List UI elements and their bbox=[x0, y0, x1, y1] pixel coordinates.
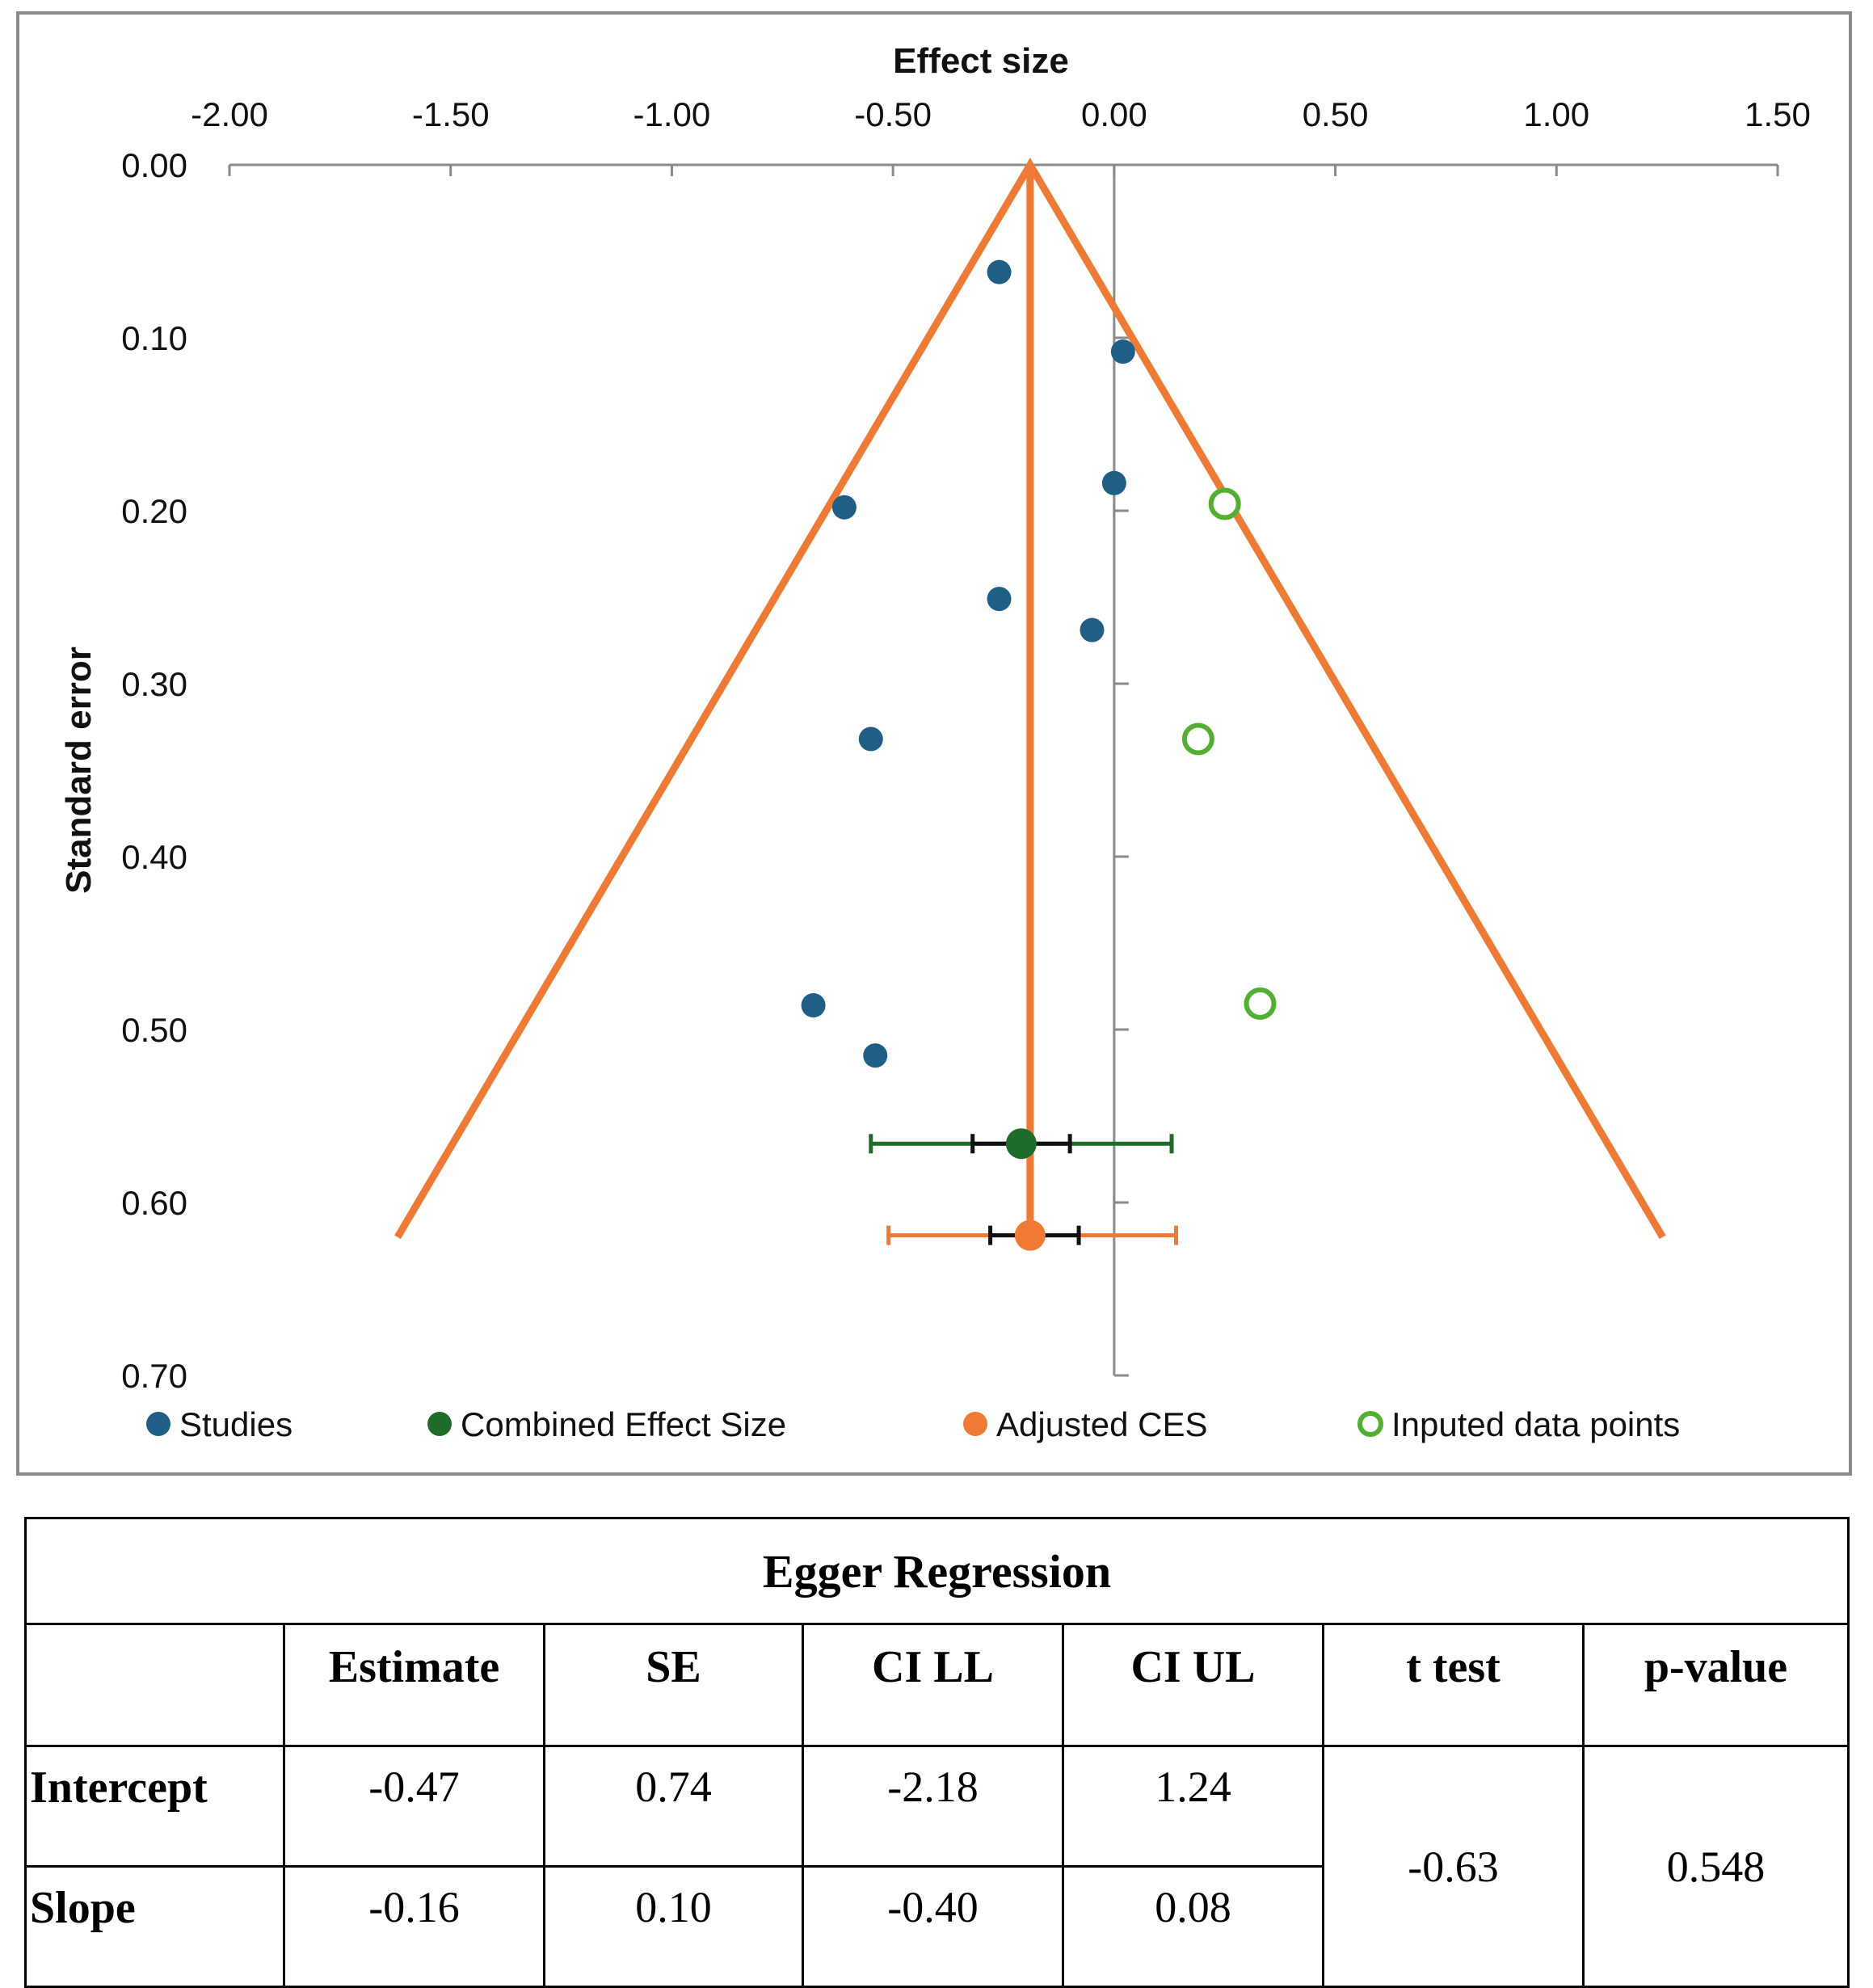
header-ci-ul: CI UL bbox=[1062, 1623, 1324, 1747]
combined-effect-size-point bbox=[1005, 1128, 1037, 1160]
inputed-data-points-point bbox=[1208, 487, 1241, 520]
intercept-ci-ll: -2.18 bbox=[802, 1745, 1064, 1868]
legend-marker-adjusted-ces bbox=[963, 1412, 987, 1436]
header-t-test: t test bbox=[1322, 1623, 1585, 1747]
x-tick-label: 0.50 bbox=[1303, 95, 1369, 133]
studies-point bbox=[1080, 617, 1105, 642]
intercept-ci-ul: 1.24 bbox=[1062, 1745, 1324, 1868]
adjusted-ces-point bbox=[1014, 1219, 1046, 1251]
studies-point bbox=[987, 259, 1012, 284]
slope-ci-ll: -0.40 bbox=[802, 1865, 1064, 1988]
header-blank bbox=[24, 1623, 285, 1747]
t-test-value: -0.63 bbox=[1322, 1745, 1585, 1988]
legend-marker-inputed-data-points bbox=[1357, 1411, 1383, 1437]
p-value: 0.548 bbox=[1582, 1745, 1850, 1988]
x-tick-label: -0.50 bbox=[854, 95, 932, 133]
row-label-slope: Slope bbox=[24, 1865, 285, 1988]
legend-label-studies: Studies bbox=[179, 1405, 293, 1443]
funnel-plot-frame: -2.00 -1.50 -1.00 -0.50 0.00 0.50 1.00 1.50 Effe… bbox=[16, 11, 1852, 1476]
header-estimate: Estimate bbox=[283, 1623, 545, 1747]
y-tick-label: 0.50 bbox=[121, 1011, 187, 1049]
x-axis-title: Effect size bbox=[893, 41, 1069, 81]
intercept-estimate: -0.47 bbox=[283, 1745, 545, 1868]
slope-estimate: -0.16 bbox=[283, 1865, 545, 1988]
intercept-se: 0.74 bbox=[543, 1745, 804, 1868]
x-tick-label: -2.00 bbox=[191, 95, 268, 133]
y-tick-label: 0.00 bbox=[121, 146, 187, 184]
y-axis-title: Standard error bbox=[59, 647, 99, 894]
slope-ci-ul: 0.08 bbox=[1062, 1865, 1324, 1988]
x-tick-label: -1.00 bbox=[633, 95, 711, 133]
legend-label-combined-effect-size: Combined Effect Size bbox=[461, 1405, 786, 1443]
legend-label-inputed-data-points: Inputed data points bbox=[1391, 1405, 1680, 1443]
studies-point bbox=[863, 1043, 888, 1068]
row-label-intercept: Intercept bbox=[24, 1745, 285, 1868]
header-ci-ll: CI LL bbox=[802, 1623, 1064, 1747]
x-tick-label: -1.50 bbox=[412, 95, 490, 133]
x-tick-label: 1.50 bbox=[1745, 95, 1811, 133]
studies-point bbox=[1110, 339, 1135, 364]
slope-se: 0.10 bbox=[543, 1865, 804, 1988]
header-p-value: p-value bbox=[1582, 1623, 1850, 1747]
studies-point bbox=[831, 495, 857, 520]
y-tick-label: 0.70 bbox=[121, 1357, 187, 1395]
y-tick-label: 0.40 bbox=[121, 838, 187, 876]
studies-point bbox=[801, 993, 826, 1018]
x-tick-label: 0.00 bbox=[1081, 95, 1147, 133]
inputed-data-points-point bbox=[1244, 987, 1277, 1020]
studies-point bbox=[1101, 470, 1126, 495]
legend-marker-combined-effect-size bbox=[427, 1412, 452, 1436]
table-title: Egger Regression bbox=[24, 1517, 1850, 1625]
y-tick-label: 0.60 bbox=[121, 1184, 187, 1222]
x-tick-label: 1.00 bbox=[1523, 95, 1589, 133]
studies-point bbox=[858, 727, 883, 752]
studies-point bbox=[987, 587, 1012, 612]
funnel-plot: -2.00 -1.50 -1.00 -0.50 0.00 0.50 1.00 1.50 Effe… bbox=[59, 41, 1811, 1443]
inputed-data-points-point bbox=[1181, 722, 1214, 756]
legend-label-adjusted-ces: Adjusted CES bbox=[996, 1405, 1207, 1443]
y-tick-label: 0.30 bbox=[121, 665, 187, 703]
egger-regression-table: Egger Regression Estimate SE CI LL CI UL… bbox=[24, 1517, 1850, 1988]
y-tick-label: 0.20 bbox=[121, 492, 187, 530]
y-tick-label: 0.10 bbox=[121, 319, 187, 357]
header-se: SE bbox=[543, 1623, 804, 1747]
legend-marker-studies bbox=[146, 1412, 170, 1436]
